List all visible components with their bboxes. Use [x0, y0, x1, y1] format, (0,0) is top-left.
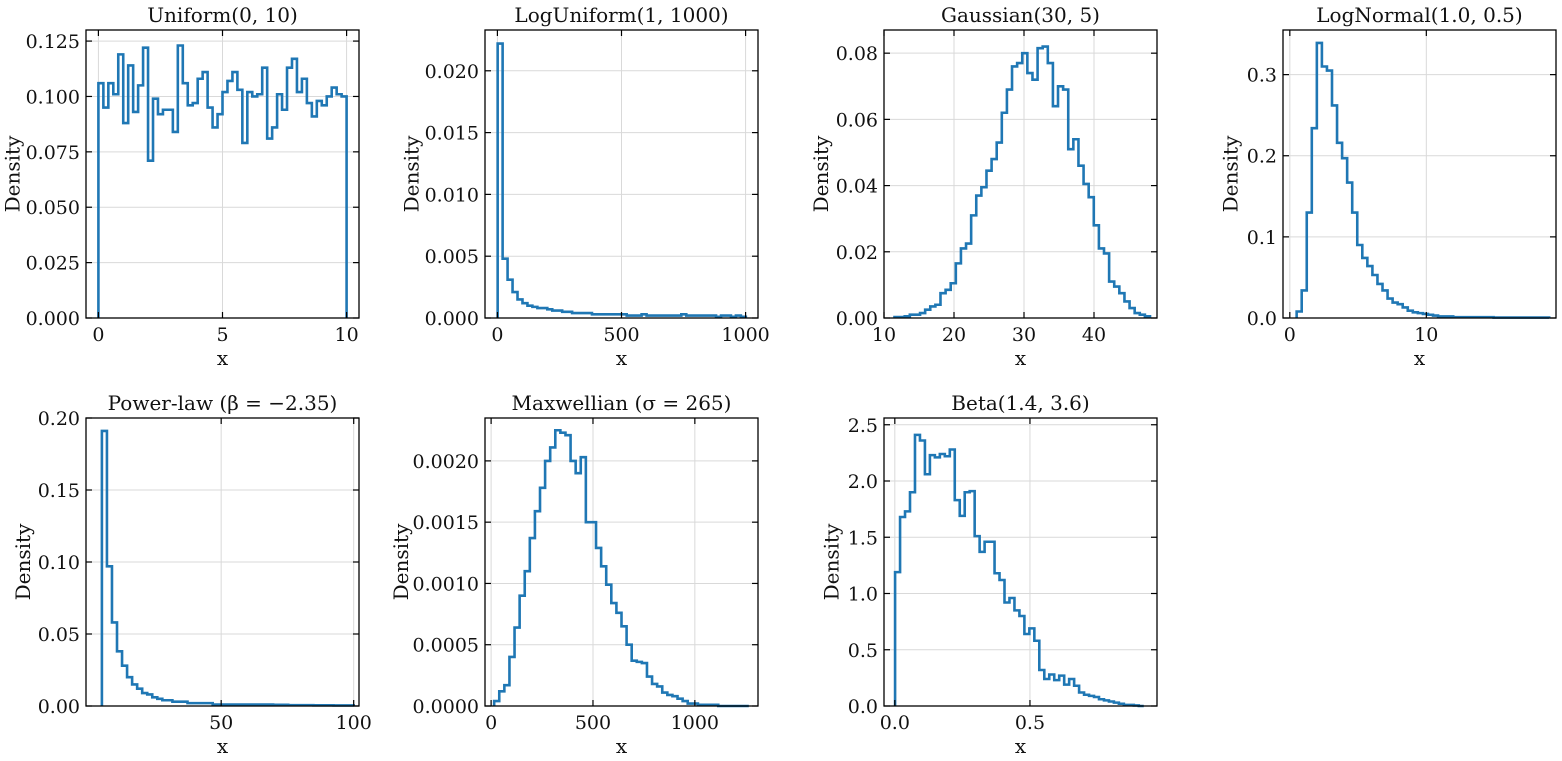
- x-axis-label: x: [1414, 346, 1426, 370]
- y-tick-label: 0.000: [425, 308, 479, 330]
- x-tick-label: 30: [1012, 324, 1036, 346]
- subplot-title: Beta(1.4, 3.6): [951, 391, 1089, 415]
- x-tick-label: 0: [491, 324, 503, 346]
- x-tick-label: 20: [942, 324, 966, 346]
- subplot-title: Gaussian(30, 5): [941, 3, 1100, 27]
- subplot-title: Power-law (β = −2.35): [108, 391, 338, 415]
- y-tick-label: 0.020: [425, 61, 479, 83]
- y-tick-label: 0.15: [38, 480, 80, 502]
- x-axis-label: x: [1015, 734, 1027, 758]
- x-tick-label: 10: [334, 324, 358, 346]
- y-tick-label: 0.015: [425, 123, 479, 145]
- x-tick-label: 0: [1284, 324, 1296, 346]
- histogram-step-line: [893, 45, 1152, 319]
- subplot-5: 50 100 0.00 0.05 0.10 0.15 0.20 Power-law (β = …: [11, 391, 372, 758]
- y-tick-label: 0.025: [26, 253, 80, 275]
- y-tick-label: 2.5: [848, 415, 878, 437]
- y-tick-label: 0.2: [1247, 146, 1277, 168]
- subplot-2: 0 500 1000 0.000 0.005 0.010 0.015 0.020 LogUnif…: [400, 3, 770, 370]
- x-tick-label: 50: [209, 712, 233, 734]
- y-tick-label: 0.08: [836, 43, 878, 65]
- y-tick-label: 0.05: [38, 624, 80, 646]
- y-tick-label: 0.050: [26, 197, 80, 219]
- x-tick-label: 500: [603, 324, 639, 346]
- x-axis-label: x: [217, 734, 229, 758]
- y-tick-label: 0.00: [836, 308, 878, 330]
- axes-frame: [1282, 29, 1557, 319]
- subplot-3: 10 20 30 40 0.00 0.02 0.04 0.06 0.08 Gaussian(30,…: [809, 3, 1158, 370]
- x-tick-label: 0.0: [880, 712, 910, 734]
- y-tick-label: 0.3: [1247, 65, 1277, 87]
- y-tick-label: 1.0: [848, 584, 878, 606]
- y-axis-label: Density: [389, 523, 413, 600]
- y-tick-label: 0.20: [38, 408, 80, 430]
- histogram-step-line: [1295, 41, 1551, 319]
- subplot-1: 0 5 10 0.000 0.025 0.050 0.075 0.100 0.125 Unifor…: [1, 3, 360, 370]
- y-axis-label: Density: [11, 523, 35, 600]
- y-tick-label: 0.1: [1247, 227, 1277, 249]
- x-tick-label: 0: [92, 324, 104, 346]
- x-axis-label: x: [616, 346, 628, 370]
- subplot-title: LogNormal(1.0, 0.5): [1316, 3, 1522, 27]
- y-axis-label: Density: [809, 135, 833, 212]
- y-tick-label: 0.125: [26, 31, 80, 53]
- x-axis-label: x: [616, 734, 628, 758]
- subplot-title: LogUniform(1, 1000): [514, 3, 728, 27]
- x-tick-label: 1000: [721, 324, 769, 346]
- histogram-step-line: [496, 42, 748, 319]
- subplot-title: Uniform(0, 10): [147, 3, 298, 27]
- axes-frame: [883, 417, 1158, 707]
- y-tick-label: 0.10: [38, 552, 80, 574]
- axes-frame: [484, 417, 759, 707]
- y-tick-label: 1.5: [848, 527, 878, 549]
- y-tick-label: 0.0020: [413, 451, 479, 473]
- x-tick-label: 10: [872, 324, 896, 346]
- y-tick-label: 0.005: [425, 246, 479, 268]
- x-tick-label: 100: [336, 712, 372, 734]
- y-tick-label: 0.0: [848, 696, 878, 718]
- x-tick-label: 40: [1082, 324, 1106, 346]
- x-tick-label: 5: [216, 324, 228, 346]
- histogram-step-line: [893, 433, 1144, 708]
- y-tick-label: 2.0: [848, 471, 878, 493]
- y-axis-label: Density: [400, 135, 424, 212]
- y-axis-label: Density: [1219, 135, 1243, 212]
- x-tick-label: 1000: [671, 712, 719, 734]
- subplot-7: 0.0 0.5 0.0 0.5 1.0 1.5 2.0 2.5 Beta(1.4, 3.6) x D…: [820, 391, 1158, 758]
- y-tick-label: 0.000: [26, 308, 80, 330]
- y-tick-label: 0.075: [26, 142, 80, 164]
- y-tick-label: 0.5: [848, 640, 878, 662]
- y-axis-label: Density: [1, 135, 25, 212]
- x-axis-label: x: [217, 346, 229, 370]
- y-tick-label: 0.02: [836, 242, 878, 264]
- y-tick-label: 0.0: [1247, 308, 1277, 330]
- y-tick-label: 0.0000: [413, 696, 479, 718]
- axes-frame: [883, 29, 1158, 319]
- x-tick-label: 500: [575, 712, 611, 734]
- y-tick-label: 0.06: [836, 109, 878, 131]
- y-tick-label: 0.0005: [413, 635, 479, 657]
- subplot-title: Maxwellian (σ = 265): [512, 391, 732, 415]
- histogram-step-line: [97, 44, 348, 318]
- subplot-6: 0 500 1000 0.0000 0.0005 0.0010 0.0015 0.0020 Ma…: [389, 391, 759, 758]
- x-tick-label: 0: [485, 712, 497, 734]
- subplot-4: 0 10 0.0 0.1 0.2 0.3 LogNormal(1.0, 0.5) x Densi…: [1219, 3, 1557, 370]
- y-tick-label: 0.010: [425, 184, 479, 206]
- y-tick-label: 0.100: [26, 86, 80, 108]
- histogram-step-line: [100, 429, 355, 707]
- histogram-step-line: [492, 428, 749, 708]
- y-tick-label: 0.0015: [413, 512, 479, 534]
- x-tick-label: 0.5: [1015, 712, 1045, 734]
- y-tick-label: 0.00: [38, 696, 80, 718]
- y-axis-label: Density: [820, 523, 844, 600]
- y-tick-label: 0.0010: [413, 573, 479, 595]
- x-tick-label: 10: [1414, 324, 1438, 346]
- y-tick-label: 0.04: [836, 176, 878, 198]
- x-axis-label: x: [1015, 346, 1027, 370]
